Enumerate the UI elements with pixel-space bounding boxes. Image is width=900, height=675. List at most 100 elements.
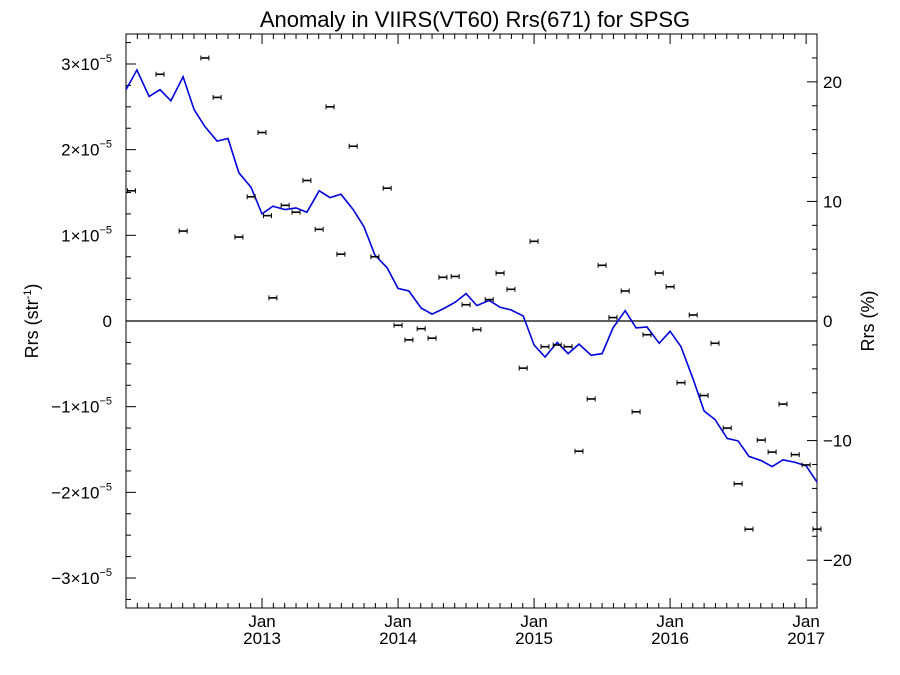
data-point — [688, 312, 698, 318]
data-point — [246, 194, 256, 200]
data-point — [529, 238, 539, 244]
data-point — [631, 409, 641, 415]
data-point — [438, 274, 448, 280]
y-right-tick-label: 0 — [823, 312, 832, 331]
data-point — [325, 104, 335, 110]
y-left-tick-label: 2×10−5 — [61, 139, 112, 160]
y-left-tick-mantissa: −2×10 — [51, 483, 99, 502]
y-left-tick-label: −3×10−5 — [51, 567, 112, 588]
series-points-group — [126, 55, 822, 532]
y-right-tick-label: −20 — [823, 551, 852, 570]
data-point — [518, 365, 528, 371]
data-point — [778, 401, 788, 407]
data-point — [574, 448, 584, 454]
data-point — [767, 449, 777, 455]
y-axis-left-title-main: Rrs (str — [22, 299, 42, 358]
data-point — [484, 297, 494, 303]
y-left-tick-label: 1×10−5 — [61, 224, 112, 245]
data-point — [733, 481, 743, 487]
data-point — [178, 228, 188, 234]
x-tick-label-month: Jan — [248, 612, 275, 631]
data-point — [608, 315, 618, 321]
data-point — [268, 295, 278, 301]
x-tick-label-month: Jan — [792, 612, 819, 631]
y-left-tick-exponent: −5 — [99, 567, 112, 579]
series-line-group — [125, 68, 818, 483]
x-tick-label-year: 2017 — [787, 629, 825, 648]
data-point — [540, 344, 550, 350]
x-tick-label-month: Jan — [520, 612, 547, 631]
data-point — [801, 462, 811, 468]
data-point — [393, 322, 403, 328]
y-left-axis-ticks: 3×10−52×10−51×10−50−1×10−5−2×10−5−3×10−5 — [51, 42, 136, 600]
y-left-tick-exponent: −5 — [99, 481, 112, 493]
data-point — [552, 342, 562, 348]
y-right-tick-label: −10 — [823, 432, 852, 451]
data-point — [416, 326, 426, 332]
data-point — [212, 94, 222, 100]
data-point — [314, 226, 324, 232]
y-left-tick-label: 0 — [103, 312, 112, 331]
data-point — [676, 380, 686, 386]
data-point — [710, 340, 720, 346]
data-point — [257, 130, 267, 136]
y-left-tick-exponent: −5 — [99, 53, 112, 65]
data-point — [370, 254, 380, 260]
data-point — [200, 55, 210, 61]
x-tick-label-year: 2015 — [515, 629, 553, 648]
data-point — [155, 71, 165, 77]
data-point — [302, 177, 312, 183]
y-right-tick-label: 20 — [823, 73, 842, 92]
data-point — [597, 262, 607, 268]
data-point — [744, 526, 754, 532]
data-point — [404, 337, 414, 343]
data-point — [654, 270, 664, 276]
data-point — [790, 452, 800, 458]
data-point — [262, 213, 272, 219]
data-point — [586, 396, 596, 402]
x-tick-label-year: 2014 — [379, 629, 417, 648]
data-point — [291, 209, 301, 215]
data-point — [450, 273, 460, 279]
data-point — [722, 425, 732, 431]
data-point — [336, 251, 346, 257]
y-left-tick-exponent: −5 — [99, 396, 112, 408]
anomaly-line — [125, 68, 818, 483]
y-axis-left-title: Rrs (str-1) — [22, 284, 42, 359]
data-point — [665, 284, 675, 290]
y-axis-left-title-exp: -1 — [22, 290, 34, 300]
y-left-tick-mantissa: −1×10 — [51, 398, 99, 417]
data-point — [348, 143, 358, 149]
data-point — [563, 344, 573, 350]
data-point — [756, 437, 766, 443]
x-tick-label-year: 2013 — [243, 629, 281, 648]
x-tick-label-month: Jan — [656, 612, 683, 631]
data-point — [126, 188, 136, 194]
data-point — [812, 526, 822, 532]
y-left-tick-label: 3×10−5 — [61, 53, 112, 74]
x-tick-label-year: 2016 — [651, 629, 689, 648]
data-point — [472, 327, 482, 333]
y-left-tick-mantissa: 2×10 — [61, 141, 99, 160]
y-right-axis-ticks: 20 10 0 −10 −20 — [807, 33, 852, 609]
data-point — [280, 202, 290, 208]
data-point — [427, 335, 437, 341]
y-axis-left-title-close: ) — [22, 284, 42, 290]
y-left-tick-mantissa: −3×10 — [51, 569, 99, 588]
y-left-tick-mantissa: 3×10 — [61, 55, 99, 74]
y-left-tick-exponent: −5 — [99, 139, 112, 151]
data-point — [461, 302, 471, 308]
data-point — [382, 185, 392, 191]
data-point — [234, 234, 244, 240]
data-point — [699, 393, 709, 399]
x-tick-label-month: Jan — [384, 612, 411, 631]
y-right-tick-label: 10 — [823, 192, 842, 211]
y-left-tick-mantissa: 0 — [103, 312, 112, 331]
data-point — [495, 270, 505, 276]
y-left-tick-mantissa: 1×10 — [61, 226, 99, 245]
y-left-tick-label: −1×10−5 — [51, 396, 112, 417]
chart-title: Anomaly in VIIRS(VT60) Rrs(671) for SPSG — [260, 7, 690, 32]
y-axis-right-title: Rrs (%) — [858, 291, 878, 352]
